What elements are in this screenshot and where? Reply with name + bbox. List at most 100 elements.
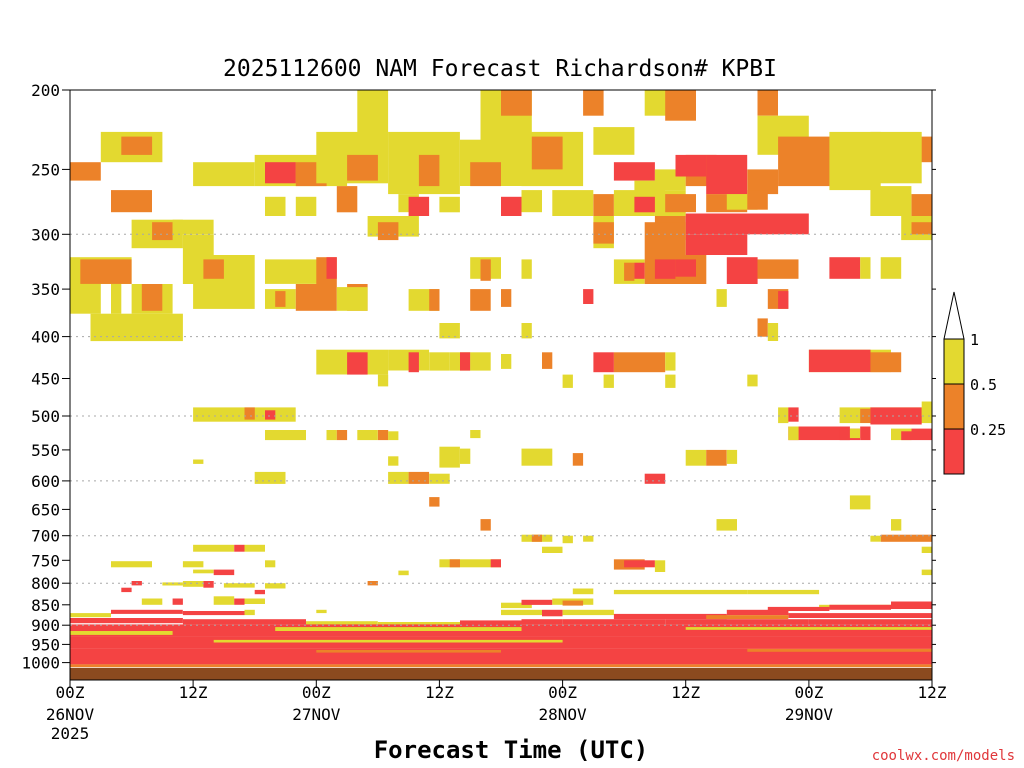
heatmap-cell	[429, 497, 440, 507]
heatmap-cell	[624, 560, 655, 568]
heatmap-cell	[654, 259, 676, 279]
heatmap-cell	[521, 534, 542, 542]
plot-frame	[69, 89, 933, 681]
heatmap-cell	[501, 354, 512, 369]
heatmap-cell	[388, 431, 399, 441]
heatmap-cell	[265, 162, 296, 184]
heatmap-cell	[593, 352, 614, 373]
heatmap-cell	[747, 589, 820, 595]
y-tick-label: 300	[31, 225, 60, 244]
heatmap-cell	[603, 374, 614, 388]
heatmap-cell	[501, 609, 542, 616]
heatmap-cell	[182, 561, 204, 568]
heatmap-cell	[193, 407, 296, 422]
heatmap-cell	[429, 473, 450, 484]
heatmap-cell	[685, 627, 932, 630]
heatmap-cell	[275, 291, 286, 307]
x-tick-date: 26NOV	[46, 705, 95, 724]
heatmap-cell	[839, 428, 861, 441]
heatmap-cell	[675, 259, 696, 277]
heatmap-cell	[593, 222, 614, 244]
heatmap-cell	[911, 428, 932, 441]
heatmap-cell	[716, 289, 727, 307]
heatmap-cell	[182, 611, 245, 616]
heatmap-cell	[644, 222, 686, 255]
heatmap-cell	[306, 621, 378, 626]
y-tick-label: 250	[31, 160, 60, 179]
heatmap-cell	[860, 408, 871, 423]
heatmap-cell	[521, 448, 553, 466]
heatmap-cell	[706, 154, 748, 195]
heatmap-cell	[377, 622, 460, 626]
heatmap-cell	[80, 259, 132, 284]
heatmap-cell	[193, 544, 235, 552]
heatmap-cell	[757, 90, 778, 116]
heatmap-cell	[141, 598, 163, 605]
heatmap-cell	[377, 374, 389, 387]
heatmap-cell	[70, 631, 173, 635]
heatmap-cell	[357, 90, 389, 137]
heatmap-cell	[593, 194, 614, 216]
heatmap-cell	[788, 426, 799, 441]
heatmap-cell	[244, 407, 255, 420]
heatmap-cell	[665, 352, 676, 371]
heatmap-cell	[162, 582, 183, 586]
x-tick-label: 12Z	[179, 683, 208, 702]
y-tick-label: 750	[31, 551, 60, 570]
heatmap-cell	[675, 154, 707, 177]
heatmap-cell	[665, 374, 676, 388]
heatmap-cell	[193, 284, 255, 309]
y-tick-label: 800	[31, 574, 60, 593]
y-axis: 200 250 300 350 400 450 500 550 600 650 700 750 800 8…	[21, 81, 936, 673]
heatmap-cell	[418, 154, 440, 187]
heatmap-cell	[552, 190, 594, 216]
heatmap-cell	[460, 620, 522, 626]
x-tick-year: 2025	[51, 724, 90, 743]
x-tick-date: 29NOV	[785, 705, 834, 724]
heatmap-cell	[265, 560, 276, 568]
heatmap-cell	[193, 569, 214, 574]
heatmap-cell	[788, 613, 932, 618]
heatmap-cell	[265, 410, 276, 420]
x-tick-date: 28NOV	[539, 705, 588, 724]
y-tick-label: 1000	[21, 654, 60, 673]
heatmap-cell	[849, 495, 871, 510]
colorbar-legend: 1 0.5 0.25	[943, 291, 1006, 475]
legend-label: 0.25	[970, 421, 1006, 439]
x-tick-label: 00Z	[56, 683, 85, 702]
heatmap-cell	[593, 127, 635, 155]
heatmap-cell	[583, 289, 594, 304]
heatmap-cell	[357, 430, 378, 441]
heatmap-cell	[860, 426, 871, 441]
legend-swatch	[943, 383, 965, 430]
heatmap-cell	[490, 559, 501, 568]
heatmap-cell	[213, 639, 563, 643]
heatmap-cell	[829, 257, 861, 279]
heatmap-cell	[470, 289, 491, 311]
x-tick-label: 12Z	[918, 683, 947, 702]
heatmap-cell	[808, 349, 871, 373]
heatmap-cell	[336, 287, 368, 311]
heatmap-cell	[439, 559, 501, 568]
heatmap-cell	[501, 196, 522, 216]
heatmap-cell	[542, 534, 553, 542]
heatmap-cell	[685, 213, 809, 235]
credit-text: coolwx.com/models	[872, 748, 1015, 764]
heatmap-cell	[182, 234, 214, 255]
legend-swatch	[943, 338, 965, 385]
heatmap-cell	[408, 196, 430, 216]
heatmap-cell	[213, 596, 235, 605]
heatmap-cell	[572, 588, 594, 595]
heatmap-cell	[480, 519, 491, 531]
x-tick-label: 00Z	[302, 683, 331, 702]
heatmap-cell	[254, 471, 286, 484]
heatmap-cell	[726, 609, 789, 616]
heatmap-cell	[70, 162, 101, 181]
heatmap-cell	[111, 561, 152, 568]
heatmap-cell	[665, 90, 696, 121]
heatmap-cell	[460, 448, 471, 464]
heatmap-cell	[203, 581, 214, 588]
heatmap-cell	[398, 570, 409, 576]
